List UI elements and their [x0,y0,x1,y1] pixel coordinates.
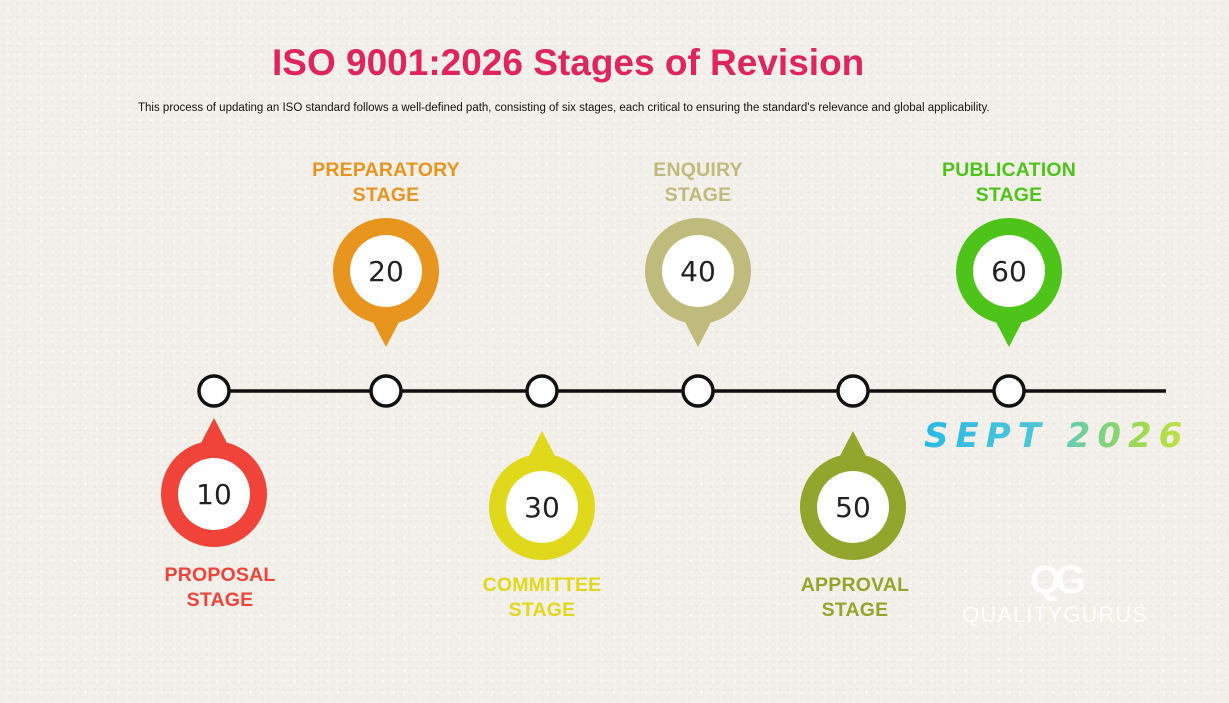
stage-name-line1: COMMITTEE [482,574,602,596]
pin-center [178,458,250,530]
pin-center [973,235,1045,307]
publication-date: SEPT 2026 [924,416,1214,460]
timeline-node-preparatory [369,374,403,408]
page-subtitle: This process of updating an ISO standard… [138,102,990,114]
stage-name-line2: STAGE [186,589,254,611]
timeline-node-proposal [197,374,231,408]
stage-label-approval: APPROVAL STAGE [755,573,955,623]
stage-label-proposal: PROPOSAL STAGE [120,563,320,613]
stage-name-line1: ENQUIRY [653,159,743,181]
pin-center [350,235,422,307]
stage-label-preparatory: PREPARATORY STAGE [286,158,486,208]
pin-center [662,235,734,307]
stage-name-line1: APPROVAL [800,574,910,596]
stage-name-line1: PROPOSAL [164,564,276,586]
qualitygurus-logo: QG QUALITYGURUS [945,558,1165,638]
stage-number: 30 [524,491,560,524]
stage-number: 60 [991,255,1027,288]
logo-text: QUALITYGURUS [962,602,1148,627]
stage-marker-enquiry: 40 [645,218,751,347]
stage-name-line2: STAGE [508,599,576,621]
stage-marker-preparatory: 20 [333,218,439,347]
timeline-node-approval [836,374,870,408]
stage-marker-publication: 60 [956,218,1062,347]
timeline-node-committee [525,374,559,408]
stage-name-line2: STAGE [975,184,1043,206]
stage-label-publication: PUBLICATION STAGE [909,158,1109,208]
timeline-node-publication [992,374,1026,408]
timeline-node-enquiry [681,374,715,408]
stage-name-line2: STAGE [664,184,732,206]
stage-number: 50 [835,491,871,524]
stage-marker-proposal: 10 [161,418,267,547]
stage-name-line2: STAGE [352,184,420,206]
logo-mark: QG [1029,558,1086,602]
stage-marker-approval: 50 [800,431,906,560]
pin-center [817,471,889,543]
stage-name-line2: STAGE [821,599,889,621]
stage-marker-committee: 30 [489,431,595,560]
stage-name-line1: PREPARATORY [312,159,460,181]
stage-label-enquiry: ENQUIRY STAGE [598,158,798,208]
stage-name-line1: PUBLICATION [942,159,1076,181]
stage-number: 40 [680,255,716,288]
stage-number: 10 [196,478,232,511]
page-title: ISO 9001:2026 Stages of Revision [272,42,865,83]
stage-number: 20 [368,255,404,288]
stage-label-committee: COMMITTEE STAGE [442,573,642,623]
pin-center [506,471,578,543]
